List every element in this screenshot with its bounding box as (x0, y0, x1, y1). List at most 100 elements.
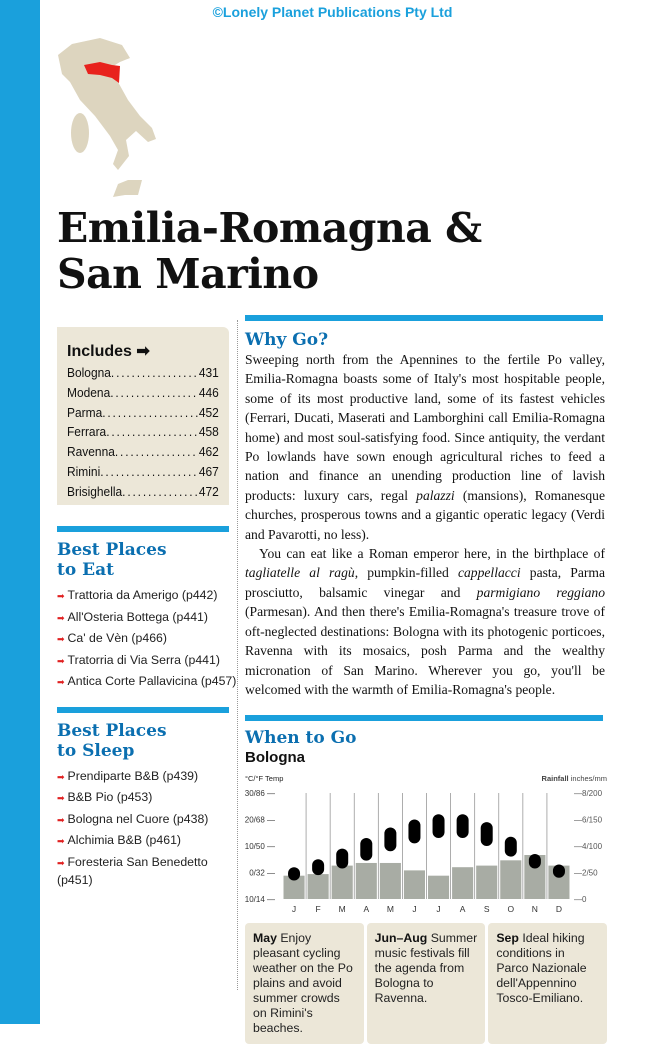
page-title: Emilia-Romagna & San Marino (57, 205, 482, 297)
month-label: N (532, 904, 538, 914)
month-label: J (436, 904, 440, 914)
copyright: ©Lonely Planet Publications Pty Ltd (212, 4, 453, 20)
left-tick-label: 0/32 — (249, 869, 275, 878)
list-item[interactable]: ➡ Foresteria San Benedetto (p451) (57, 854, 237, 890)
right-tick-label: —2/50 (574, 869, 598, 878)
includes-page: 431 (198, 365, 219, 380)
arrow-right-icon: ➡ (57, 836, 65, 846)
includes-name: Parma (67, 404, 103, 420)
rainfall-bar (307, 874, 329, 900)
list-item[interactable]: ➡ All'Osteria Bottega (p441) (57, 609, 237, 628)
includes-item[interactable]: Bologna.................................… (67, 363, 219, 383)
includes-item[interactable]: Brisighella.............................… (67, 482, 219, 502)
includes-name: Brisighella (67, 483, 123, 499)
left-tick-label: -10/14 — (245, 895, 275, 904)
right-axis-label: Rainfall inches/mm (542, 774, 607, 783)
emilia-romagna-highlight (84, 62, 120, 83)
rainfall-bar (355, 863, 377, 900)
temp-range-pill (504, 837, 517, 857)
leader-dots: .................................. (110, 384, 199, 400)
divider-bar (245, 715, 603, 722)
month-box: May Enjoy pleasant cycling weather on th… (245, 923, 364, 1044)
arrow-right-icon: ➡ (57, 655, 65, 666)
arrow-right-icon: ➡ (57, 612, 65, 623)
left-tick-label: 20/68 — (245, 816, 275, 825)
list-item-text: Prendiparte B&B (p439) (67, 768, 199, 783)
includes-item[interactable]: Parma..................................4… (67, 403, 219, 423)
month-text: Summer music festivals fill the agenda f… (374, 931, 478, 1006)
includes-page: 467 (198, 463, 219, 479)
best-sleep-heading: Best Places to Sleep (57, 720, 167, 761)
includes-name: Bologna (67, 365, 111, 380)
italy-land (58, 38, 156, 170)
includes-item[interactable]: Modena..................................… (67, 383, 219, 403)
best-eat-heading: Best Places to Eat (57, 540, 167, 580)
month-label: May (253, 931, 277, 946)
list-item[interactable]: ➡ Prendiparte B&B (p439) (57, 768, 237, 787)
month-label: J (292, 904, 296, 914)
month-label: M (387, 904, 394, 914)
includes-page: 462 (198, 444, 219, 460)
left-tick-label: 30/86 — (245, 789, 275, 798)
sicily (113, 180, 142, 197)
left-axis-label: °C/°F Temp (245, 774, 283, 783)
why-go-section: Why Go? Sweeping north from the Apennine… (245, 315, 605, 699)
list-item[interactable]: ➡ Bologna nel Cuore (p438) (57, 811, 237, 830)
arrow-right-icon: ➡ (57, 857, 65, 868)
list-item[interactable]: ➡ Tratorria di Via Serra (p441) (57, 652, 237, 671)
why-paragraph-2: You can eat like a Roman emperor here, i… (245, 546, 605, 697)
divider-bar (245, 315, 603, 321)
month-highlights: May Enjoy pleasant cycling weather on th… (245, 923, 608, 1044)
italy-locator-map (58, 38, 156, 197)
month-box: Sep Ideal hiking conditions in Parco Naz… (488, 923, 608, 1044)
divider-bar (57, 706, 229, 713)
title-line: Emilia-Romagna & (57, 204, 482, 252)
arrow-right-icon: ➡ (57, 793, 65, 803)
list-item-text: Bologna nel Cuore (p438) (67, 811, 209, 826)
list-item-text: B&B Pio (p453) (67, 790, 153, 804)
temp-range-pill (312, 859, 325, 876)
rainfall-bar (452, 867, 474, 900)
includes-item[interactable]: Rimini..................................… (67, 462, 219, 482)
list-item-text: Alchimia B&B (p461) (67, 833, 181, 847)
list-item[interactable]: ➡ Antica Corte Pallavicina (p457) (57, 673, 237, 692)
why-go-heading: Why Go? (245, 330, 329, 350)
arrow-right-icon: ➡ (136, 343, 150, 360)
leader-dots: .................................. (102, 404, 199, 420)
column-divider (237, 320, 238, 990)
month-box: Jun–Aug Summer music festivals fill the … (366, 923, 486, 1044)
includes-item[interactable]: Ferrara.................................… (67, 422, 219, 442)
rainfall-bar (524, 855, 546, 900)
includes-page: 452 (198, 404, 219, 420)
sardinia (71, 113, 89, 153)
temp-range-pill (408, 819, 421, 844)
month-label: M (339, 904, 346, 914)
includes-name: Ravenna (67, 444, 115, 460)
temp-range-pill (480, 822, 493, 847)
list-item-text: Tratorria di Via Serra (p441) (67, 652, 220, 667)
temp-range-pill (552, 864, 565, 879)
temp-range-pill (456, 814, 469, 839)
right-column: Why Go? Sweeping north from the Apennine… (245, 315, 608, 1044)
arrow-right-icon: ➡ (57, 634, 65, 644)
temp-range-pill (432, 814, 445, 839)
month-label: A (460, 904, 466, 914)
temp-range-pill (384, 827, 397, 852)
list-item[interactable]: ➡ Alchimia B&B (p461) (57, 832, 237, 851)
list-item[interactable]: ➡ B&B Pio (p453) (57, 789, 237, 808)
list-item-text: Antica Corte Pallavicina (p457) (67, 674, 237, 688)
includes-name: Ferrara (67, 424, 107, 440)
month-label: J (412, 904, 416, 914)
divider-bar (57, 526, 229, 532)
list-item[interactable]: ➡ Trattoria da Amerigo (p442) (57, 587, 237, 606)
rainfall-bar (331, 865, 353, 900)
arrow-right-icon: ➡ (57, 677, 65, 687)
right-tick-label: —4/100 (574, 842, 603, 851)
includes-item[interactable]: Ravenna.................................… (67, 442, 219, 462)
climate-chart: °C/°F Temp Rainfall inches/mm -10/14 — 0/32… (245, 774, 607, 914)
month-label: A (363, 904, 369, 914)
arrow-right-icon: ➡ (57, 771, 65, 782)
best-sleep-section: Best Places to Sleep ➡ Prendiparte B&B (p4… (57, 721, 237, 893)
rainfall-bar (500, 860, 522, 900)
list-item[interactable]: ➡ Ca' de Vèn (p466) (57, 630, 237, 649)
